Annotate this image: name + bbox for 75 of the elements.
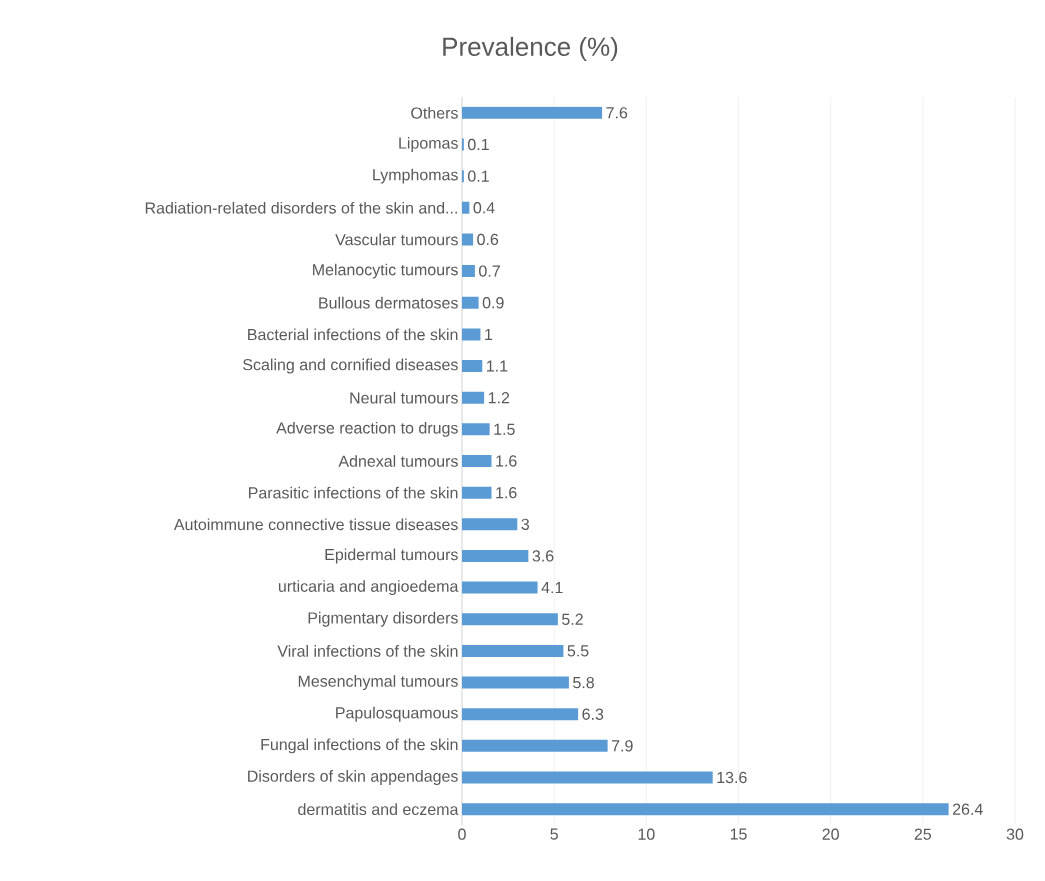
bar <box>462 233 474 246</box>
y-tick-label: dermatitis and eczema <box>298 803 459 816</box>
bar <box>462 708 579 721</box>
y-tick-label: Others <box>411 106 458 119</box>
data-label: 7.6 <box>606 107 628 119</box>
data-label: 0.7 <box>479 265 500 277</box>
y-tick-label: Lymphomas <box>373 168 458 184</box>
data-label: 0.9 <box>482 297 504 309</box>
x-tick-label: 0 <box>458 828 466 840</box>
bar <box>462 549 529 562</box>
bar <box>462 106 603 119</box>
x-tick-label: 10 <box>638 828 655 840</box>
bar <box>462 518 518 531</box>
data-label: 0.4 <box>473 202 495 214</box>
data-label: 5.2 <box>562 613 583 625</box>
bar <box>462 423 490 436</box>
data-label: 3.6 <box>532 550 554 562</box>
y-tick-label: Adverse reaction to drugs <box>276 421 458 437</box>
bar <box>462 265 475 278</box>
data-label: 1.5 <box>494 423 515 435</box>
bar <box>462 581 538 594</box>
data-label: 7.9 <box>611 740 633 752</box>
bar <box>462 328 481 341</box>
y-tick-label: Mesenchymal tumours <box>298 675 458 691</box>
y-tick-label: Adnexal tumours <box>338 455 458 467</box>
data-label: 3 <box>521 518 530 530</box>
bar <box>462 486 492 499</box>
bar <box>462 613 558 626</box>
y-tick-label: Bullous dermatoses <box>319 296 458 309</box>
bar <box>462 739 608 752</box>
bar <box>462 296 479 309</box>
data-label: 13.6 <box>717 771 747 784</box>
x-tick-label: 20 <box>822 828 839 840</box>
bar <box>462 771 713 784</box>
chart-title: Prevalence (%) <box>443 36 618 62</box>
data-label: 1.6 <box>496 455 517 467</box>
data-label: 0.6 <box>477 233 499 246</box>
data-label: 0.1 <box>468 138 489 151</box>
data-label: 1.1 <box>487 360 508 372</box>
y-tick-label: Radiation-related disorders of the skin and... <box>145 201 457 214</box>
y-tick-label: urticaria and angioedema <box>278 580 459 596</box>
x-tick-label: 15 <box>730 828 747 840</box>
bar <box>462 644 564 657</box>
data-label: 0.1 <box>468 170 489 182</box>
y-tick-label: Neural tumours <box>350 391 458 404</box>
y-tick-label: Parasitic infections of the skin <box>249 486 458 499</box>
data-label: 1.2 <box>488 392 510 404</box>
data-label: 5.8 <box>573 676 594 689</box>
data-label: 1.6 <box>496 486 517 499</box>
bar <box>462 391 485 404</box>
data-label: 6.3 <box>582 708 604 720</box>
bar <box>462 201 470 214</box>
y-tick-label: Disorders of skin appendages <box>248 770 458 785</box>
y-tick-label: Epidermal tumours <box>325 548 458 564</box>
y-tick-label: Fungal infections of the skin <box>261 738 458 754</box>
y-tick-label: Bacterial infections of the skin <box>248 328 458 341</box>
bar <box>462 676 569 689</box>
bar <box>462 455 492 467</box>
bar <box>462 803 949 816</box>
y-tick-label: Melanocytic tumours <box>313 263 458 279</box>
bar <box>462 360 483 373</box>
data-label: 26.4 <box>952 803 983 815</box>
data-label: 5.5 <box>567 645 589 657</box>
y-tick-label: Pigmentary disorders <box>308 611 458 627</box>
y-tick-label: Papulosquamous <box>336 706 458 722</box>
y-tick-label: Vascular tumours <box>335 233 458 246</box>
y-tick-label: Lipomas <box>399 137 458 152</box>
y-tick-label: Autoimmune connective tissue diseases <box>173 518 458 531</box>
x-tick-label: 5 <box>550 828 558 840</box>
y-tick-label: Scaling and cornified diseases <box>243 358 458 374</box>
x-tick-label: 25 <box>914 828 932 840</box>
x-tick-label: 30 <box>1006 828 1024 840</box>
data-label: 1 <box>485 328 493 340</box>
data-label: 4.1 <box>541 582 563 594</box>
y-tick-label: Viral infections of the skin <box>277 645 458 657</box>
